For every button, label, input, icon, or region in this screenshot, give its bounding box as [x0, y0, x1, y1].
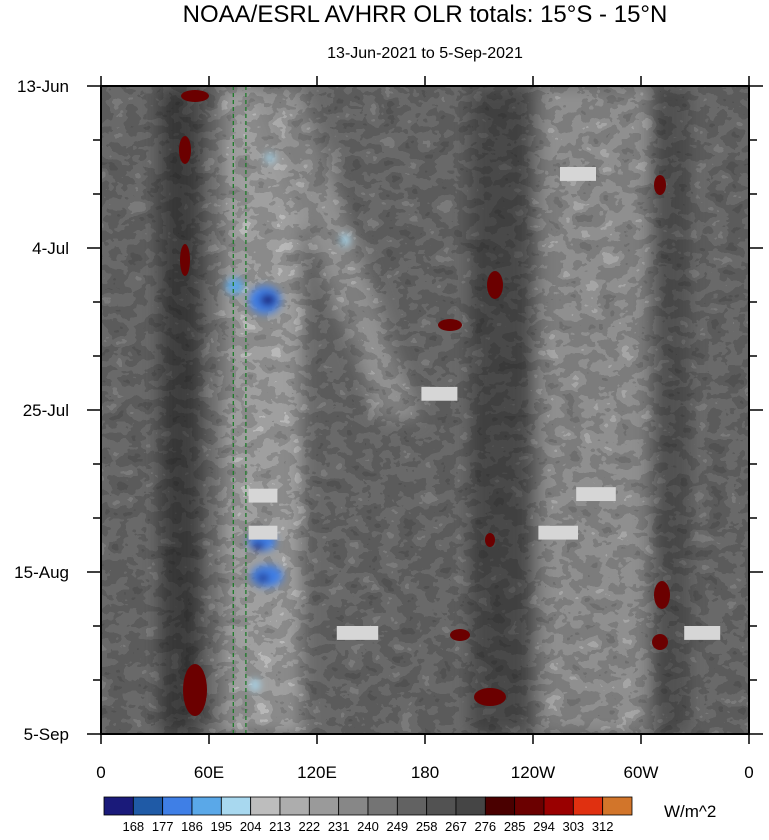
- colorbar-swatch: [132, 796, 164, 816]
- colorbar-label: 222: [298, 819, 320, 834]
- colorbar-swatch: [426, 796, 457, 816]
- y-tick-label: 5-Sep: [24, 725, 69, 744]
- x-tick-label: 180: [411, 763, 439, 782]
- patch-red-top: [181, 90, 209, 102]
- colorbar-swatch: [484, 796, 516, 816]
- patch-lightblue-sep: [250, 679, 260, 691]
- colorbar-swatch: [308, 796, 340, 816]
- colorbar-label: 177: [152, 819, 174, 834]
- patch-red-pacific-a: [438, 319, 462, 331]
- patch-red-atlantic-c: [652, 634, 668, 650]
- missing-data-patches: [248, 167, 721, 640]
- missing-data-patch: [538, 525, 578, 540]
- colorbar-label: 231: [328, 819, 350, 834]
- colorbar-swatch: [572, 796, 604, 816]
- reference-lines: [232, 86, 247, 734]
- colorbar-swatch: [514, 796, 545, 816]
- colorbar-swatch: [338, 796, 369, 816]
- missing-data-patch: [560, 167, 596, 181]
- chart-subtitle: 13-Jun-2021 to 5-Sep-2021: [327, 45, 523, 62]
- colorbar-label: 249: [386, 819, 408, 834]
- patch-red-jul: [180, 244, 190, 276]
- colorbar-swatch: [455, 796, 486, 816]
- y-tick-label: 13-Jun: [17, 77, 69, 96]
- high-olr-patches: [179, 90, 670, 716]
- x-tick-label: 0: [96, 763, 105, 782]
- colorbar-swatch: [220, 796, 252, 816]
- colorbar-swatch: [367, 796, 398, 816]
- colorbar-label: 258: [416, 819, 438, 834]
- missing-data-patch: [336, 626, 379, 640]
- colorbar-swatch: [279, 796, 310, 816]
- missing-data-patch: [421, 386, 458, 401]
- patch-navy-jul: [260, 294, 276, 306]
- x-tick-label: 120E: [297, 763, 337, 782]
- x-tick-label: 120W: [511, 763, 555, 782]
- patch-red-atlantic-b: [654, 581, 670, 609]
- patch-red-pacific-c: [450, 629, 470, 641]
- low-olr-patches: [226, 153, 350, 691]
- x-tick-label: 60W: [624, 763, 659, 782]
- patch-lightblue-jun: [265, 153, 275, 163]
- x-tick-label: 60E: [194, 763, 224, 782]
- plot-area: [101, 86, 749, 734]
- patch-red-sep: [183, 664, 207, 716]
- patch-lightblue-jul: [226, 278, 244, 294]
- patch-lightblue-jun-b: [340, 234, 350, 246]
- colorbar-swatch: [250, 796, 281, 816]
- x-axis: 0 60E 120E 180 120W 60W 0: [96, 76, 754, 782]
- y-tick-label: 4-Jul: [32, 239, 69, 258]
- colorbar-label: 240: [357, 819, 379, 834]
- colorbar-swatch: [543, 796, 574, 816]
- y-tick-label: 15-Aug: [14, 563, 69, 582]
- colorbar-swatch: [396, 796, 428, 816]
- texture-light: [101, 86, 749, 734]
- patch-navy-aug-a: [252, 542, 264, 550]
- x-tick-label: 0: [744, 763, 753, 782]
- colorbar-swatch: [602, 796, 633, 816]
- colorbar-label: 294: [533, 819, 555, 834]
- colorbar-label: 186: [181, 819, 203, 834]
- colorbar-label: 204: [240, 819, 262, 834]
- y-tick-label: 25-Jul: [23, 401, 69, 420]
- colorbar-swatch: [191, 796, 222, 816]
- patch-red-pacific-d: [474, 688, 506, 706]
- patch-navy-aug-b: [257, 574, 269, 582]
- colorbar: 168 177 186 195 204 213 222 231 240 249 258 267 276 2…: [103, 796, 633, 834]
- patch-red-pacific-b: [487, 271, 503, 299]
- patch-red-jun: [179, 136, 191, 164]
- colorbar-swatch: [103, 796, 134, 816]
- colorbar-units: W/m^2: [664, 802, 716, 821]
- colorbar-swatch: [162, 796, 193, 816]
- chart-title: NOAA/ESRL AVHRR OLR totals: 15°S - 15°N: [183, 1, 668, 28]
- missing-data-patch: [248, 488, 278, 503]
- patch-red-east: [485, 533, 495, 547]
- colorbar-label: 285: [504, 819, 526, 834]
- patch-red-atlantic-a: [654, 175, 666, 195]
- colorbar-label: 213: [269, 819, 291, 834]
- missing-data-patch: [248, 525, 278, 540]
- colorbar-label: 303: [562, 819, 584, 834]
- colorbar-label: 195: [210, 819, 232, 834]
- y-axis: 13-Jun 4-Jul 25-Jul 15-Aug 5-Sep: [14, 77, 763, 744]
- missing-data-patch: [576, 487, 616, 502]
- colorbar-label: 168: [122, 819, 144, 834]
- colorbar-label: 276: [474, 819, 496, 834]
- colorbar-label: 312: [592, 819, 614, 834]
- colorbar-label: 267: [445, 819, 467, 834]
- missing-data-patch: [684, 626, 721, 640]
